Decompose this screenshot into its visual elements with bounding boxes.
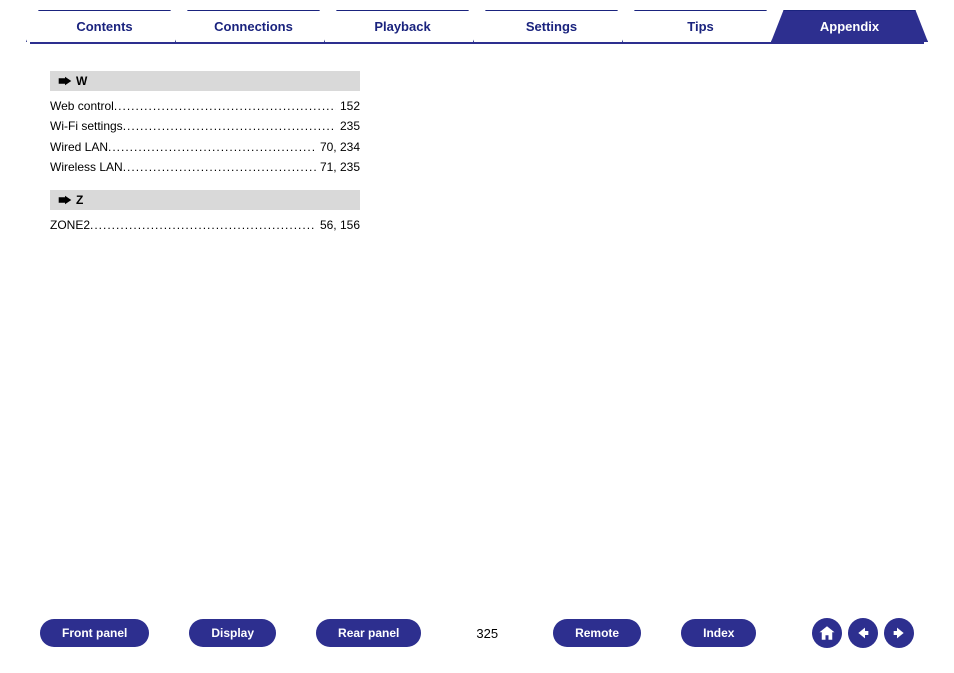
- section-header-z: Z: [50, 190, 360, 210]
- index-label: Wired LAN: [50, 137, 108, 157]
- index-dots: ........................................…: [108, 137, 316, 157]
- front-panel-button[interactable]: Front panel: [40, 619, 149, 647]
- tab-playback[interactable]: Playback: [324, 10, 481, 42]
- section-letter: W: [76, 74, 87, 88]
- back-icon[interactable]: [848, 618, 878, 648]
- page-number: 325: [461, 626, 513, 641]
- footer: Front panel Display Rear panel 325 Remote Ind…: [0, 618, 954, 648]
- tab-appendix[interactable]: Appendix: [771, 10, 928, 42]
- nav-icons: [812, 618, 914, 648]
- section-letter: Z: [76, 193, 83, 207]
- tab-connections[interactable]: Connections: [175, 10, 332, 42]
- footer-buttons: Front panel Display Rear panel 325 Remote Ind…: [40, 619, 812, 647]
- index-page: 235: [336, 116, 360, 136]
- index-label: ZONE2: [50, 215, 90, 235]
- tab-tips[interactable]: Tips: [622, 10, 779, 42]
- index-label: Wireless LAN: [50, 157, 123, 177]
- tab-contents[interactable]: Contents: [26, 10, 183, 42]
- index-dots: ........................................…: [123, 116, 336, 136]
- rear-panel-button[interactable]: Rear panel: [316, 619, 421, 647]
- home-icon[interactable]: [812, 618, 842, 648]
- remote-button[interactable]: Remote: [553, 619, 641, 647]
- forward-icon[interactable]: [884, 618, 914, 648]
- section-header-w: W: [50, 71, 360, 91]
- pointer-icon: [58, 194, 72, 206]
- pointer-icon: [58, 75, 72, 87]
- index-entry[interactable]: Wireless LAN ...........................…: [50, 157, 360, 177]
- index-dots: ........................................…: [114, 96, 336, 116]
- tab-settings[interactable]: Settings: [473, 10, 630, 42]
- index-entry[interactable]: ZONE2 ..................................…: [50, 215, 360, 235]
- display-button[interactable]: Display: [189, 619, 276, 647]
- index-entry[interactable]: Web control ............................…: [50, 96, 360, 116]
- index-page: 152: [336, 96, 360, 116]
- tab-bar: ContentsConnectionsPlaybackSettingsTipsA…: [0, 0, 954, 42]
- index-entry[interactable]: Wired LAN ..............................…: [50, 137, 360, 157]
- index-dots: ........................................…: [90, 215, 316, 235]
- index-dots: ........................................…: [123, 157, 316, 177]
- index-label: Web control: [50, 96, 114, 116]
- index-label: Wi-Fi settings: [50, 116, 123, 136]
- index-page: 70, 234: [316, 137, 360, 157]
- index-content: W Web control ...........................…: [0, 44, 954, 250]
- index-page: 56, 156: [316, 215, 360, 235]
- index-button[interactable]: Index: [681, 619, 756, 647]
- index-page: 71, 235: [316, 157, 360, 177]
- index-entry[interactable]: Wi-Fi settings .........................…: [50, 116, 360, 136]
